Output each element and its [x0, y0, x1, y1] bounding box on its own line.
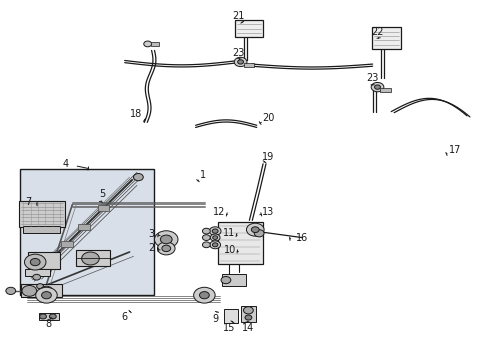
Circle shape: [22, 285, 37, 296]
Text: 23: 23: [366, 73, 378, 84]
Circle shape: [237, 60, 243, 64]
Circle shape: [244, 315, 251, 320]
Text: 15: 15: [222, 323, 235, 333]
Bar: [25, 269, 50, 276]
Text: 10: 10: [223, 245, 236, 255]
Circle shape: [30, 258, 40, 266]
Bar: [240, 306, 256, 322]
Circle shape: [157, 242, 175, 255]
Bar: [23, 226, 60, 233]
Bar: [20, 284, 62, 297]
Circle shape: [49, 314, 56, 319]
Circle shape: [41, 292, 51, 299]
Circle shape: [143, 41, 151, 47]
Text: 23: 23: [232, 48, 244, 58]
Circle shape: [133, 174, 143, 181]
Circle shape: [374, 85, 380, 89]
Circle shape: [40, 314, 46, 319]
Text: 14: 14: [242, 323, 254, 333]
Circle shape: [370, 82, 383, 92]
Bar: [222, 274, 245, 286]
Bar: [243, 63, 254, 67]
Circle shape: [246, 223, 264, 236]
Circle shape: [212, 229, 218, 233]
Bar: [217, 222, 262, 264]
Circle shape: [33, 274, 41, 280]
Circle shape: [24, 254, 46, 270]
Bar: [371, 27, 400, 49]
Text: 16: 16: [295, 233, 308, 243]
Bar: [380, 88, 390, 92]
Text: 18: 18: [129, 109, 142, 119]
Bar: [234, 20, 263, 37]
Circle shape: [154, 231, 178, 248]
Circle shape: [37, 284, 43, 289]
Bar: [224, 309, 237, 323]
Bar: [78, 224, 90, 230]
Text: 8: 8: [46, 319, 52, 329]
Circle shape: [251, 227, 259, 233]
Circle shape: [36, 287, 57, 303]
Text: 4: 4: [63, 159, 69, 169]
Circle shape: [81, 252, 99, 265]
Circle shape: [40, 286, 53, 296]
Circle shape: [202, 228, 210, 234]
Text: 9: 9: [212, 314, 218, 324]
Circle shape: [193, 287, 215, 303]
Text: 1: 1: [200, 170, 205, 180]
Circle shape: [162, 245, 170, 252]
Circle shape: [199, 292, 209, 299]
Bar: [98, 205, 109, 211]
Circle shape: [254, 230, 264, 237]
Text: 21: 21: [232, 11, 244, 21]
Text: 22: 22: [370, 27, 383, 37]
Text: 6: 6: [122, 312, 127, 322]
Bar: [20, 169, 154, 295]
Text: 13: 13: [261, 207, 274, 217]
Bar: [39, 313, 59, 320]
Circle shape: [160, 235, 172, 244]
Bar: [28, 252, 60, 269]
Text: 7: 7: [25, 197, 31, 207]
Circle shape: [209, 227, 221, 235]
Bar: [76, 250, 110, 266]
Text: 11: 11: [222, 228, 235, 238]
Circle shape: [234, 57, 246, 67]
Text: 17: 17: [447, 145, 460, 156]
Circle shape: [202, 242, 210, 248]
Circle shape: [243, 307, 253, 314]
Circle shape: [6, 287, 16, 294]
Circle shape: [210, 234, 220, 241]
Circle shape: [202, 235, 210, 240]
Circle shape: [221, 276, 230, 284]
Bar: [150, 42, 159, 46]
Text: 20: 20: [261, 113, 274, 123]
Text: 3: 3: [148, 229, 154, 239]
Circle shape: [209, 241, 220, 249]
Text: 19: 19: [261, 152, 274, 162]
Text: 12: 12: [212, 207, 225, 217]
Bar: [61, 241, 73, 247]
Circle shape: [212, 236, 217, 239]
Bar: [19, 201, 65, 227]
Circle shape: [212, 243, 218, 247]
Text: 2: 2: [148, 243, 154, 253]
Text: 5: 5: [100, 189, 105, 199]
